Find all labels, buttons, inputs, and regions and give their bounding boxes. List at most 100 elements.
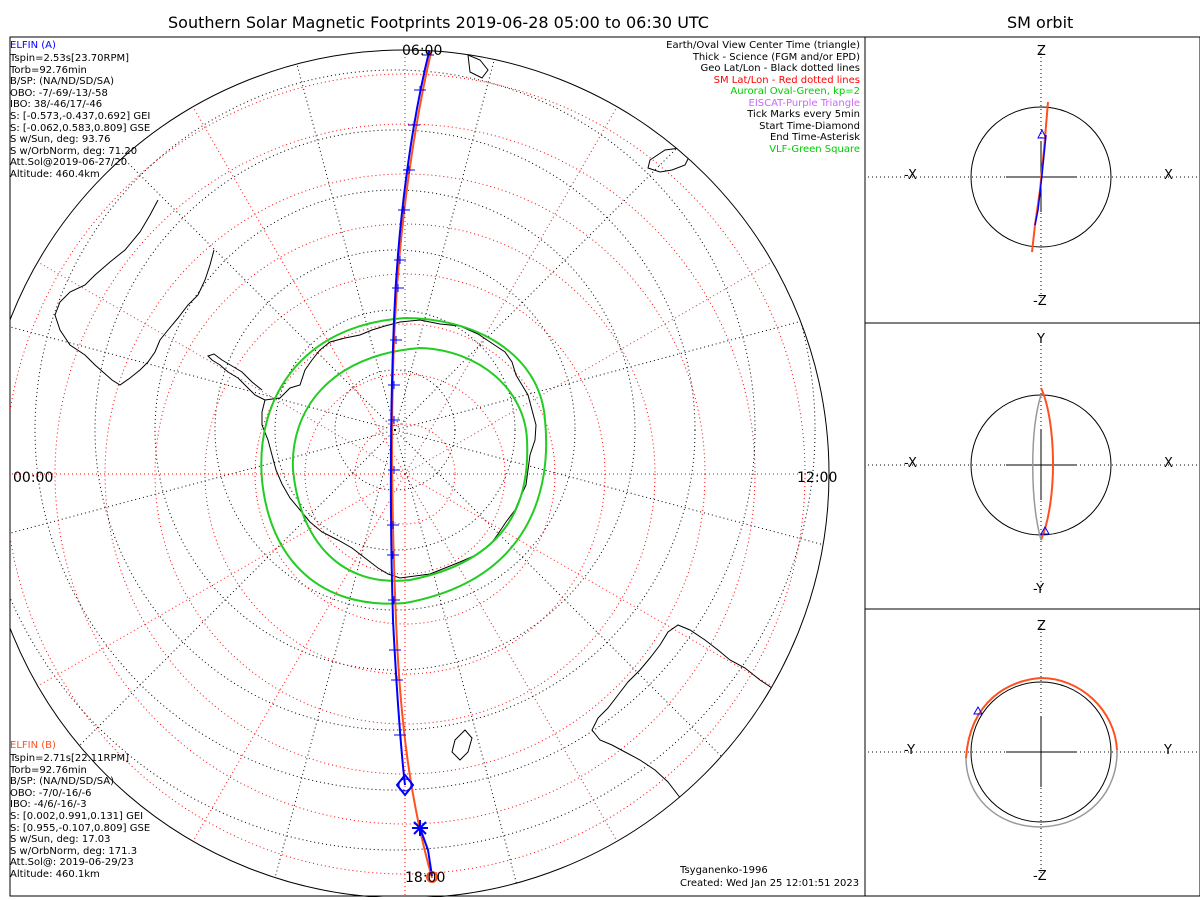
elfin-a-info-line: S w/Sun, deg: 93.76: [10, 134, 111, 146]
orbit-a-xz-triangle: [1037, 128, 1047, 139]
lt-label-left: 00:00: [13, 470, 54, 486]
orbit-axis-label-right: X: [1164, 456, 1173, 471]
orbit-a-yz-shadow: [965, 749, 1118, 828]
elfin-b-info-line: Torb=92.76min: [10, 764, 87, 776]
antarctic-peninsula: [207, 353, 266, 401]
geo-lat-circle: [334, 369, 456, 491]
legend-entry: Earth/Oval View Center Time (triangle): [666, 40, 860, 51]
legend-entry: Start Time-Diamond: [759, 120, 860, 132]
geo-lon-line: [10, 294, 396, 431]
orbit-axis-label-top: Y: [1037, 332, 1045, 347]
geo-lon-line: [10, 429, 396, 566]
earth-circle: [970, 106, 1112, 248]
model-credit: Tsyganenko-1996: [680, 865, 768, 876]
elfin-a-footprint-track: [389, 50, 431, 786]
sm-lon-line: [404, 473, 621, 847]
created-credit: Created: Wed Jan 25 12:01:51 2023: [680, 878, 860, 889]
geo-lon-line: [394, 294, 829, 431]
elfin-a-info-line: Torb=92.76min: [10, 64, 87, 76]
orbit-panels: [868, 49, 1198, 880]
orbit-frame: [864, 36, 1200, 897]
orbit-a-yz-triangle: [973, 705, 983, 715]
geo-lat-circle: [10, 50, 816, 851]
lt-label-right: 12:00: [797, 470, 838, 486]
geo-lon-line: [259, 429, 396, 897]
elfin-b-info-line: Att.Sol@: 2019-06-29/23: [10, 857, 134, 869]
elfin-a-info-line: Att.Sol@2019-06-27/20: [10, 157, 128, 169]
geo-lat-circle: [214, 249, 576, 611]
africa-coastline: [591, 624, 806, 849]
legend-entry: EISCAT-Purple Triangle: [748, 97, 861, 109]
elfin-a-name: ELFIN (A): [10, 40, 56, 51]
sm-lon-line: [32, 258, 406, 475]
elfin-a-info-line: S: [-0.573,-0.437,0.692] GEI: [10, 111, 151, 122]
south-america-coastline: [54, 199, 215, 386]
elfin-b-info-line: Altitude: 460.1km: [10, 869, 100, 880]
madagascar-coastline: [451, 729, 473, 761]
elfin-b-info-line: OBO: -7/0/-16/-6: [10, 787, 92, 799]
elfin-b-end-marker: [426, 871, 438, 883]
orbit-a-xz: [1034, 134, 1047, 226]
geo-lat-circle: [34, 69, 756, 791]
map-frame: [9, 36, 866, 897]
elfin-a-footprint-track-end: [419, 827, 433, 877]
geo-lat-circle: [10, 50, 829, 897]
elfin-a-info-line: OBO: -7/-69/-13/-58: [10, 87, 108, 99]
track-ticks: [387, 51, 434, 739]
auroral-oval-outer: [260, 316, 548, 605]
sm-lon-line: [189, 101, 406, 475]
elfin-a-info-line: B/SP: (NA/ND/SD/SA): [10, 76, 114, 88]
legend-entry: Tick Marks every 5min: [747, 109, 860, 120]
orbit-axis-label-bottom: -Z: [1033, 294, 1047, 309]
elfin-a-info-line: S: [-0.062,0.583,0.809] GSE: [10, 122, 151, 134]
legend-entry: Thick - Science (FGM and/or EPD): [692, 51, 860, 63]
earth-circle: [970, 681, 1112, 823]
orbit-a-xy-shadow: [1032, 394, 1042, 541]
elfin-b-info-line: S: [0.955,-0.107,0.809] GSE: [10, 822, 151, 834]
elfin-b-info-line: Tspin=2.71s[22.11RPM]: [10, 753, 130, 764]
orbit-title: SM orbit: [1007, 13, 1074, 32]
sm-lat-circle: [154, 223, 656, 725]
legend-entry: VLF-Green Square: [769, 143, 860, 155]
australia-coastline: [647, 147, 691, 173]
legend-entry: Geo Lat/Lon - Black dotted lines: [700, 63, 860, 74]
elfin-b-info-line: S w/Sun, deg: 17.03: [10, 834, 111, 846]
sm-lat-circle: [254, 323, 556, 625]
geo-grid: [10, 50, 829, 897]
map-title: Southern Solar Magnetic Footprints 2019-…: [168, 13, 709, 32]
sm-lon-line: [189, 473, 406, 847]
lt-label-top: 06:00: [402, 43, 443, 59]
orbit-axis-label-right: Y: [1164, 743, 1172, 758]
sm-lon-line: [404, 258, 778, 475]
orbit-axis-label-right: X: [1164, 168, 1173, 183]
geo-lon-line: [26, 429, 396, 799]
elfin-a-info-line: S w/OrbNorm, deg: 71.20: [10, 145, 138, 157]
sm-lon-line: [404, 101, 621, 475]
geo-lon-line: [394, 429, 531, 897]
orbit-axis-label-left: -Y: [904, 743, 916, 758]
orbit-axis-label-left: -X: [904, 456, 917, 471]
end-time-asterisk: [412, 820, 428, 836]
new-zealand-coastline: [467, 54, 489, 79]
elfin-b-info-line: S: [0.002,0.991,0.131] GEI: [10, 811, 144, 822]
elfin-b-name: ELFIN (B): [10, 740, 56, 751]
legend-entry: Auroral Oval-Green, kp=2: [730, 86, 860, 97]
orbit-b-yz: [965, 676, 1118, 759]
orbit-b-xy: [1040, 387, 1054, 541]
geo-lon-line: [394, 50, 531, 431]
sm-lon-line: [32, 473, 406, 690]
geo-lon-line: [26, 61, 396, 431]
orbit-axis-label-left: -X: [904, 168, 917, 183]
geo-lon-line: [259, 50, 396, 431]
orbit-axis-label-bottom: -Z: [1033, 869, 1047, 884]
elfin-a-info-line: Altitude: 460.4km: [10, 169, 100, 180]
legend-entry: SM Lat/Lon - Red dotted lines: [713, 74, 860, 86]
orbit-axis-label-top: Z: [1037, 619, 1046, 634]
lt-label-bottom: 18:00: [405, 870, 446, 886]
elfin-b-info-line: B/SP: (NA/ND/SD/SA): [10, 776, 114, 788]
sm-lat-circle: [54, 123, 756, 825]
elfin-b-info-line: S w/OrbNorm, deg: 171.3: [10, 845, 138, 857]
geo-lon-line: [394, 429, 829, 566]
elfin-a-info-line: Tspin=2.53s[23.70RPM]: [10, 53, 130, 64]
